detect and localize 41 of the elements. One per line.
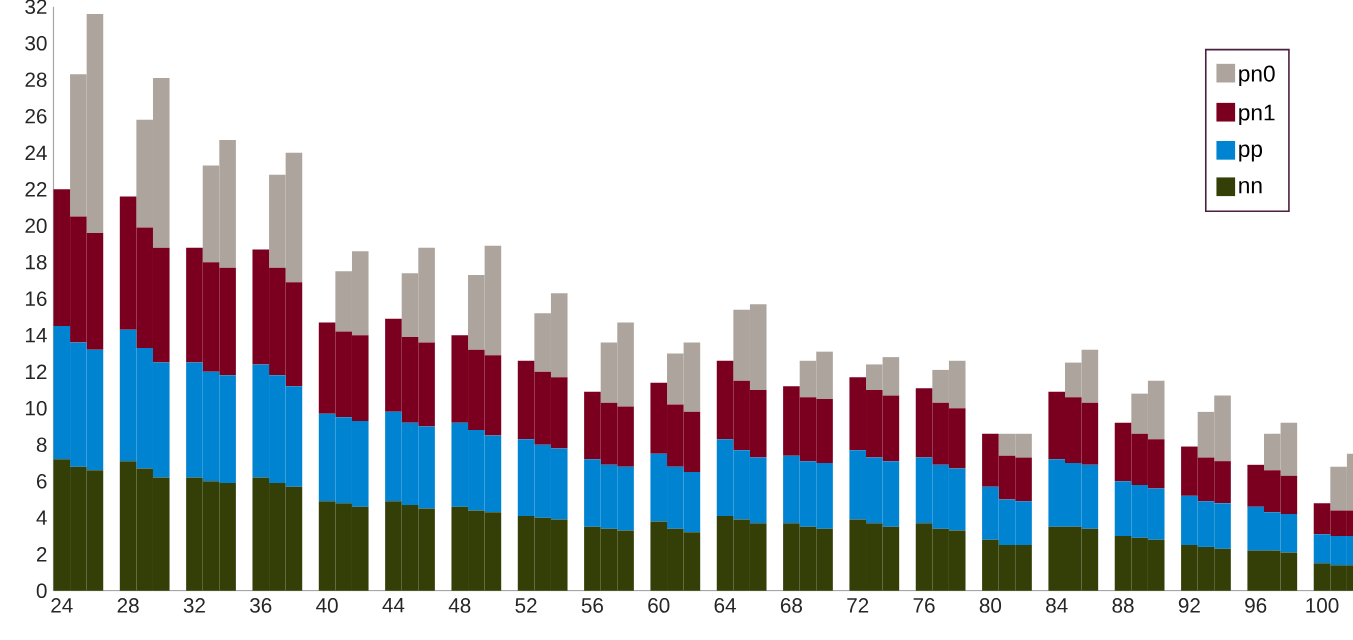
y-tick-label: 24 [25, 145, 47, 160]
x-tick-label: 88 [1112, 598, 1134, 613]
y-tick-label: 26 [25, 108, 47, 124]
x-tick-label: 48 [448, 598, 471, 613]
y-tick-label: 22 [25, 182, 47, 197]
x-tick-label: 60 [648, 598, 670, 613]
y-tick-label: 4 [36, 510, 47, 525]
x-tick-label: 72 [847, 598, 869, 613]
y-tick-label: 28 [25, 72, 47, 88]
legend-label: pp [1239, 144, 1263, 162]
y-tick-label: 0 [36, 583, 47, 599]
x-tick-label: 80 [979, 598, 1002, 613]
y-tick-label: 6 [36, 473, 47, 489]
x-tick-label: 56 [581, 598, 603, 613]
x-tick-label: 64 [714, 598, 736, 613]
x-tick-label: 92 [1178, 598, 1200, 613]
x-tick-label: 40 [316, 598, 338, 613]
y-tick-label: 18 [26, 254, 47, 270]
x-tick-label: 44 [382, 598, 405, 613]
y-tick-label: 8 [36, 437, 47, 453]
y-tick-label: 2 [36, 547, 47, 562]
y-tick-label: 14 [26, 328, 47, 343]
x-tick-label: 32 [183, 598, 205, 613]
legend-label: pn0 [1239, 65, 1275, 87]
y-tick-label: 12 [26, 364, 47, 379]
x-tick-label: 84 [1046, 598, 1068, 613]
y-tick-label: 10 [26, 400, 47, 416]
x-tick-label: 24 [51, 598, 73, 613]
x-tick-label: 36 [250, 598, 272, 613]
x-tick-label: 28 [117, 598, 139, 613]
y-tick-label: 20 [25, 218, 47, 234]
x-tick-label: 76 [913, 598, 935, 613]
legend-label: pn1 [1239, 104, 1275, 126]
x-tick-label: 100 [1306, 598, 1339, 613]
x-tick-label: 52 [515, 598, 537, 613]
y-tick-label: 32 [25, 0, 47, 15]
x-tick-label: 96 [1245, 598, 1267, 613]
y-tick-label: 16 [26, 291, 47, 307]
legend-label: nn [1239, 181, 1262, 194]
x-tick-label: 68 [780, 598, 802, 613]
y-tick-label: 30 [25, 35, 47, 51]
